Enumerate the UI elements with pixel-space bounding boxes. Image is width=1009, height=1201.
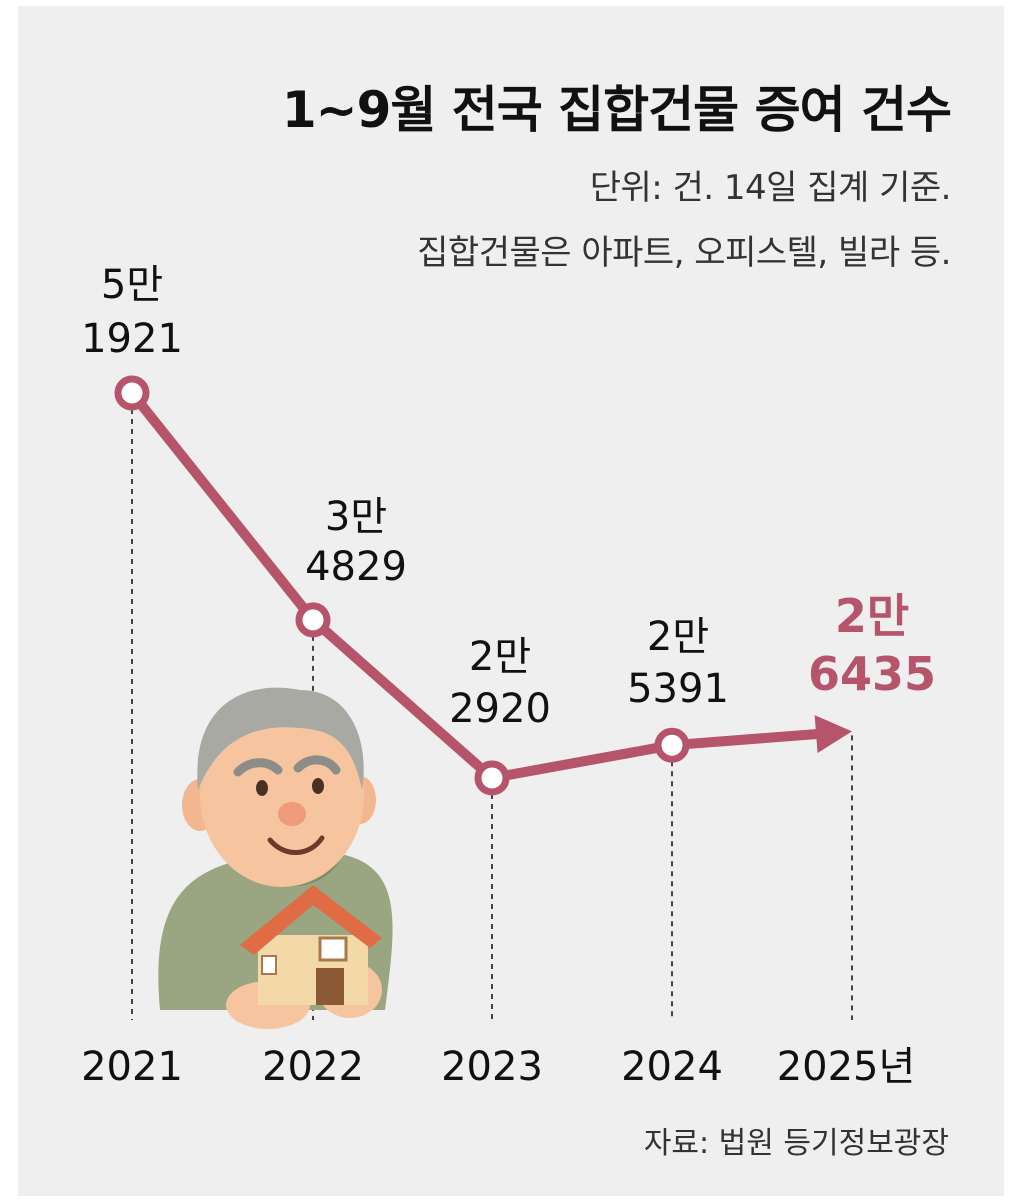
value-label-2024-line1: 2만	[647, 614, 709, 660]
value-label-2021-line1: 5만	[101, 262, 163, 308]
illustration-house-roof	[240, 885, 382, 955]
value-label-2024-line2: 5391	[627, 666, 729, 712]
value-label-2022-line1: 3만	[325, 494, 387, 540]
x-tick-label-2025년: 2025년	[777, 1044, 916, 1090]
illustration-face	[200, 703, 364, 887]
value-label-2025년-line2: 6435	[808, 647, 936, 701]
illustration-house-window-side	[261, 955, 277, 975]
value-label-2023-line2: 2920	[449, 686, 551, 732]
chart-title: 1~9월 전국 집합건물 증여 건수	[281, 81, 952, 139]
illustration-brow-left	[233, 758, 283, 777]
illustration-eye-left	[256, 780, 268, 796]
x-tick-label-2021: 2021	[81, 1044, 183, 1090]
illustration-smile	[267, 835, 325, 855]
value-label-2025년-line1: 2만	[835, 589, 909, 643]
illustration-house-door	[316, 968, 344, 1005]
illustration-house-window-main	[318, 936, 348, 962]
point-2022	[295, 602, 331, 638]
point-2023	[474, 760, 510, 796]
illustration-brow-right	[293, 755, 341, 775]
source-note: 자료: 법원 등기정보광장	[643, 1126, 949, 1161]
illustration-hair	[197, 687, 364, 790]
grandfather-holding-house-illustration	[158, 687, 393, 1029]
x-tick-label-2022: 2022	[262, 1044, 364, 1090]
scope-note: 집합건물은 아파트, 오피스텔, 빌라 등.	[417, 233, 951, 273]
point-2021	[114, 375, 150, 411]
value-label-2022-line2: 4829	[305, 544, 407, 590]
value-label-2021-line2: 1921	[81, 316, 183, 362]
illustration-eye-right	[312, 778, 324, 794]
value-label-2023-line1: 2만	[469, 634, 531, 680]
x-tick-label-2023: 2023	[441, 1044, 543, 1090]
x-tick-label-2024: 2024	[621, 1044, 723, 1090]
unit-note: 단위: 건. 14일 집계 기준.	[589, 168, 952, 208]
point-2024	[654, 727, 690, 763]
point-arrow-2025년	[814, 715, 852, 754]
illustration-nose	[278, 802, 306, 826]
